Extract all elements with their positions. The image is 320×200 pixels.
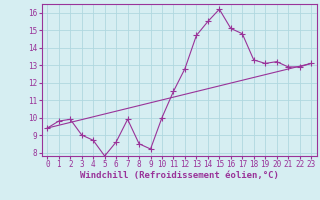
X-axis label: Windchill (Refroidissement éolien,°C): Windchill (Refroidissement éolien,°C) — [80, 171, 279, 180]
